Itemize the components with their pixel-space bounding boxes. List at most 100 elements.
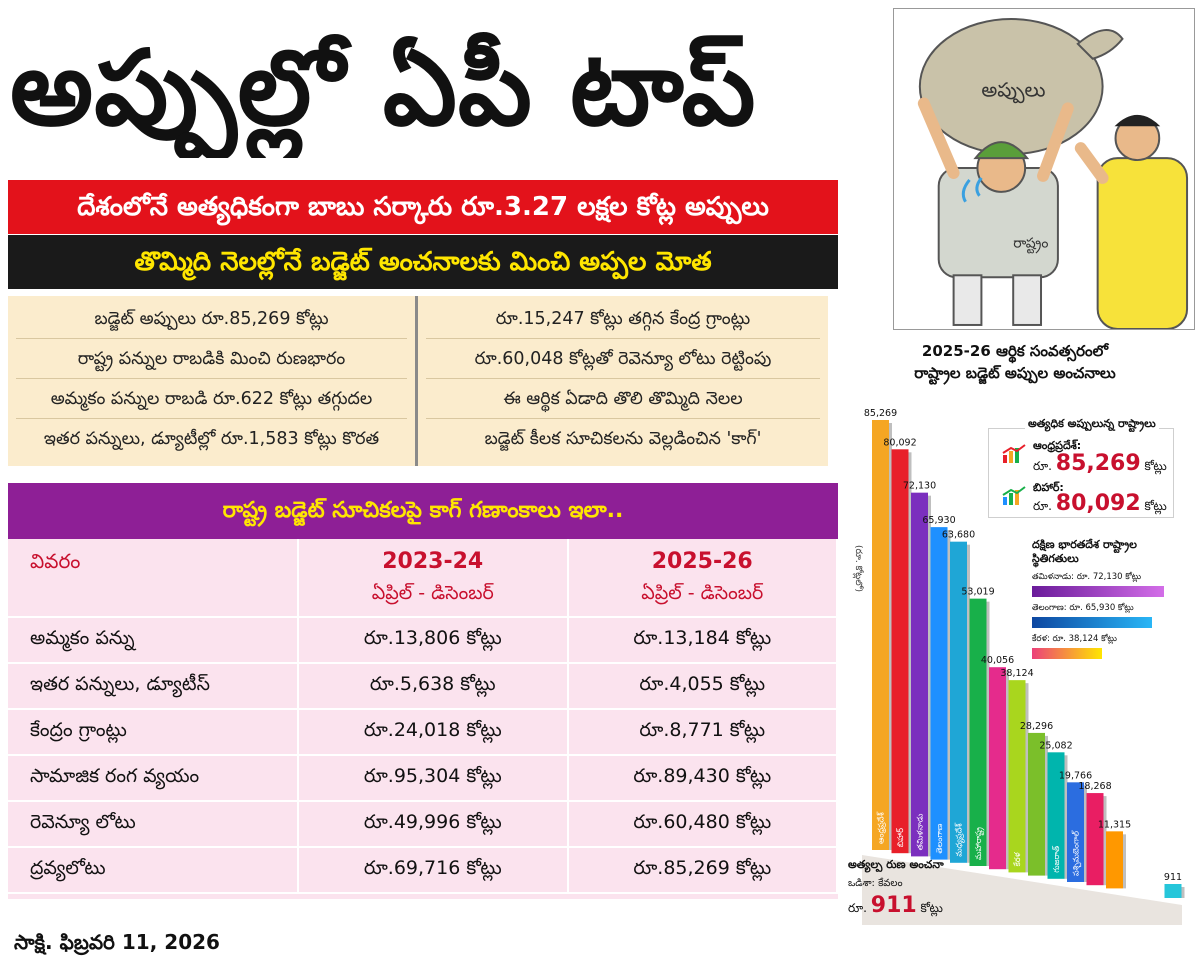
bar-shade-4 — [947, 530, 951, 860]
page-headline: అప్పుల్లో ఏపీ టాప్ — [10, 27, 757, 149]
lowest-amount: రూ. 911 కోట్లు — [848, 893, 973, 918]
bar-value-label: 19,766 — [1059, 770, 1092, 781]
fact-item: అమ్మకం పన్నుల రాబడి రూ.622 కోట్లు తగ్గుద… — [16, 384, 407, 419]
cag-table-section: రాష్ట్ర బడ్జెట్ సూచికలపై కాగ్ గణాంకాలు ఇ… — [8, 483, 838, 899]
south-state-label: తమిళనాడు: రూ. 72,130 కోట్లు — [1032, 572, 1142, 582]
bar-category-label: ఆంధ్రప్రదేశ్ — [877, 811, 887, 844]
chart-title: 2025-26 ఆర్థిక సంవత్సరంలో రాష్ట్రాల బడ్జ… — [850, 340, 1180, 384]
headline-banner-black: తొమ్మిది నెలల్లోనే బడ్జెట్ అంచనాలకు మించ… — [8, 235, 838, 289]
amount-prefix: రూ. — [1033, 499, 1052, 513]
bar-category-label: కేరళ — [1013, 851, 1022, 866]
top-states-header: అత్యధిక అప్పులున్న రాష్ట్రాలు — [1025, 417, 1159, 433]
bar-shade-10 — [1064, 755, 1068, 879]
bar-shade-1 — [889, 423, 892, 850]
bar-12 — [1086, 793, 1104, 886]
cag-table: వివరం 2023-24 ఏప్రిల్ - డిసెంబర్ 2025-26… — [8, 539, 838, 894]
south-state-bar — [1032, 586, 1164, 597]
bar-value-label: 65,930 — [922, 515, 955, 526]
lowest-header: అత్యల్ప రుణ అంచనా — [848, 858, 944, 871]
header-range: ఏప్రిల్ - డిసెంబర్ — [641, 582, 764, 604]
amount-prefix: రూ. — [848, 901, 867, 915]
bar-shade-6 — [986, 601, 990, 866]
row-label: సామాజిక రంగ వ్యయం — [8, 755, 299, 802]
table-row: ఇతర పన్నులు, డ్యూటీస్ రూ.5,638 కోట్లు రూ… — [8, 663, 838, 710]
bar-shade-5 — [967, 544, 970, 863]
bar-value-label: 72,130 — [903, 481, 936, 492]
bar-shade-11 — [1084, 785, 1087, 882]
bar-shade-8 — [1025, 683, 1029, 873]
amount-value: 85,269 — [1055, 451, 1141, 476]
top-state-amount: రూ. 80,092 కోట్లు — [1033, 491, 1167, 516]
bar-value-label: 80,092 — [883, 437, 916, 448]
cell-2025: రూ.89,430 కోట్లు — [567, 755, 838, 802]
bar-shade-2 — [908, 452, 912, 854]
bar-10 — [1047, 752, 1065, 879]
bar-1 — [872, 420, 889, 850]
bar-value-label: 63,680 — [942, 530, 975, 541]
table-row: రెవెన్యూ లోటు రూ.49,996 కోట్లు రూ.60,480… — [8, 801, 838, 848]
bar-category-label: తమిళనాడు — [916, 813, 925, 850]
header-col-2025: 2025-26 ఏప్రిల్ - డిసెంబర్ — [567, 539, 838, 618]
table-title: రాష్ట్ర బడ్జెట్ సూచికలపై కాగ్ గణాంకాలు ఇ… — [8, 483, 838, 539]
bars-layer: 85,269 ఆంధ్రప్రదేశ్ 80,092 బిహార్ 72,130 తమిళ… — [862, 408, 1185, 925]
top-state-amount: రూ. 85,269 కోట్లు — [1033, 451, 1167, 476]
bar-5 — [950, 541, 967, 863]
south-states-card: దక్షిణ భారతదేశ రాష్ట్రాల స్థితిగతులు తమి… — [1032, 538, 1172, 673]
top-states-card: అత్యధిక అప్పులున్న రాష్ట్రాలు ఆంధ్రప్రదే… — [988, 417, 1174, 518]
cell-2023: రూ.24,018 కోట్లు — [298, 709, 569, 756]
cell-2023: రూ.13,806 కోట్లు — [298, 617, 569, 664]
bar-category-label: గుజరాత్ — [1052, 845, 1061, 873]
bar-category-label: బిహార్ — [896, 828, 905, 847]
chart-floor — [862, 855, 1182, 925]
table-row: సామాజిక రంగ వ్యయం రూ.95,304 కోట్లు రూ.89… — [8, 755, 838, 802]
south-states-header: దక్షిణ భారతదేశ రాష్ట్రాల స్థితిగతులు — [1032, 538, 1137, 565]
fact-item: రూ.15,247 కోట్లు తగ్గిన కేంద్ర గ్రాంట్లు — [426, 304, 820, 340]
bar-11 — [1067, 782, 1084, 882]
chart-ylabel: (రూ. కోట్లలో) — [852, 545, 865, 592]
header-label: వివరం — [8, 539, 299, 618]
cell-2023: రూ.95,304 కోట్లు — [298, 755, 569, 802]
fact-item: ఈ ఆర్థిక ఏడాది తొలి తొమ్మిది నెలల — [426, 384, 820, 419]
row-label: ద్రవ్యలోటు — [8, 847, 299, 894]
cell-2025: రూ.60,480 కోట్లు — [567, 801, 838, 848]
cell-2025: రూ.13,184 కోట్లు — [567, 617, 838, 664]
bar-2 — [891, 449, 909, 854]
cell-2023: రూ.49,996 కోట్లు — [298, 801, 569, 848]
man-label: రాష్ట్రం — [1013, 235, 1048, 253]
cell-2025: రూ.4,055 కోట్లు — [567, 663, 838, 710]
header-year: 2023-24 — [382, 549, 484, 574]
bar-category-label: మధ్యప్రదేశ్ — [955, 822, 966, 857]
bar-value-label: 38,124 — [1000, 668, 1033, 679]
amount-suffix: కోట్లు — [920, 901, 943, 915]
lowest-debt-card: అత్యల్ప రుణ అంచనా ఒడిశా: కేవలం రూ. 911 క… — [848, 858, 973, 928]
growth-chart-icon — [1002, 444, 1026, 463]
debt-bar-chart: (రూ. కోట్లలో) 85,269 ఆంధ్రప్రదేశ్ 80,092 బి… — [852, 408, 1185, 925]
bar-shade-16 — [1181, 887, 1185, 898]
cell-2023: రూ.5,638 కోట్లు — [298, 663, 569, 710]
table-row: అమ్మకం పన్ను రూ.13,806 కోట్లు రూ.13,184 … — [8, 617, 838, 664]
header-col-2023: 2023-24 ఏప్రిల్ - డిసెంబర్ — [298, 539, 569, 618]
facts-right-column: రూ.15,247 కోట్లు తగ్గిన కేంద్ర గ్రాంట్లు… — [418, 296, 828, 466]
south-state-bar — [1032, 617, 1152, 628]
lowest-state: ఒడిశా: కేవలం — [848, 878, 903, 889]
amount-suffix: కోట్లు — [1144, 459, 1167, 473]
fact-item: రాష్ట్ర పన్నుల రాబడికి మించి రుణభారం — [16, 344, 407, 380]
bar-6 — [969, 598, 987, 866]
facts-left-column: బడ్జెట్ అప్పులు రూ.85,269 కోట్లు రాష్ట్ర… — [8, 296, 418, 466]
bar-shade-12 — [1103, 796, 1107, 886]
bar-value-label: 25,082 — [1039, 740, 1072, 751]
header-range: ఏప్రిల్ - డిసెంబర్ — [371, 582, 494, 604]
cell-2025: రూ.85,269 కోట్లు — [567, 847, 838, 894]
bar-16 — [1164, 884, 1182, 898]
bar-value-label: 85,269 — [864, 408, 897, 419]
growth-chart-icon — [1002, 486, 1026, 505]
fact-item: రూ.60,048 కోట్లతో రెవెన్యూ లోటు రెట్టింప… — [426, 344, 820, 380]
chart-title-line2: రాష్ట్రాల బడ్జెట్ అప్పుల అంచనాలు — [914, 364, 1116, 382]
row-label: కేంద్రం గ్రాంట్లు — [8, 709, 299, 756]
bar-value-label: 40,056 — [981, 655, 1014, 666]
bar-value-label: 11,315 — [1098, 819, 1131, 830]
bar-shade-13 — [1123, 834, 1126, 889]
bar-shade-9 — [1045, 735, 1048, 876]
amount-prefix: రూ. — [1033, 459, 1052, 473]
bar-category-label: పశ్చిమబెంగాల్ — [1072, 830, 1082, 876]
